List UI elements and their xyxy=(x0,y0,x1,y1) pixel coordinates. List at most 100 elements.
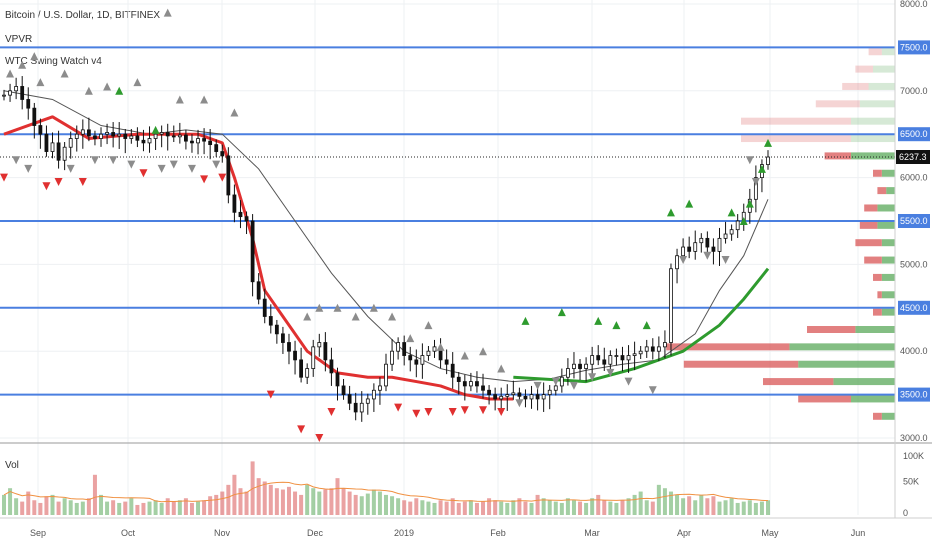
grey-down-marker xyxy=(624,377,633,386)
volume-tick-label: 100K xyxy=(903,451,924,461)
sell-signal-marker xyxy=(448,407,457,416)
volume-bar xyxy=(426,501,431,515)
volume-bar xyxy=(2,494,6,515)
price-tick-label: 6000.0 xyxy=(900,173,928,183)
symbol-legend[interactable]: Bitcoin / U.S. Dollar, 1D, BITFINEX xyxy=(5,10,161,21)
vpvr-down-bar xyxy=(873,412,882,420)
candle-body xyxy=(32,107,37,126)
candle-body xyxy=(481,385,485,391)
candle-body xyxy=(517,392,522,397)
volume-bar xyxy=(353,494,358,515)
volume-bar xyxy=(735,502,740,515)
volume-bar xyxy=(74,502,79,515)
grey-up-marker xyxy=(303,312,312,321)
time-tick-label: May xyxy=(761,528,779,538)
candle-body xyxy=(62,146,67,161)
vpvr-down-bar xyxy=(877,187,887,195)
vpvr-up-bar xyxy=(833,378,895,386)
vpvr-up-bar xyxy=(868,82,895,90)
candle-body xyxy=(390,350,394,365)
grey-down-marker xyxy=(212,160,221,169)
vpvr-up-bar xyxy=(789,343,895,351)
grey-down-marker xyxy=(745,156,754,165)
candle-body xyxy=(675,255,679,270)
candle-body xyxy=(262,298,267,317)
volume-bar xyxy=(529,502,534,515)
volume-bar xyxy=(147,501,152,515)
vpvr-down-bar xyxy=(666,343,790,351)
candle-body xyxy=(323,342,328,361)
volume-average-line xyxy=(3,481,769,503)
grey-up-marker xyxy=(479,347,488,356)
candle-body xyxy=(135,135,140,141)
candle-body xyxy=(347,394,352,404)
volume-bar xyxy=(747,500,752,515)
candle-body xyxy=(620,355,625,361)
candle-body xyxy=(499,395,504,400)
volume-bar xyxy=(14,498,19,515)
candle-body xyxy=(426,350,431,356)
candle-body xyxy=(105,132,109,135)
grey-down-marker xyxy=(90,156,99,165)
candle-body xyxy=(371,389,376,400)
candle-body xyxy=(38,125,43,135)
candle-body xyxy=(384,363,388,387)
level-price-label-bg xyxy=(898,300,930,315)
volume-bar xyxy=(608,501,613,515)
trend-line-red xyxy=(3,115,514,401)
candle-body xyxy=(723,233,728,239)
candle-body xyxy=(414,359,419,365)
candle-body xyxy=(8,90,12,96)
vpvr-down-bar xyxy=(864,256,882,264)
vpvr-down-bar xyxy=(763,378,834,386)
volume-bar xyxy=(662,488,667,515)
sell-signal-marker xyxy=(0,173,8,182)
grey-down-marker xyxy=(127,160,136,169)
volume-bar xyxy=(723,500,728,515)
candle-body xyxy=(56,142,61,161)
vpvr-up-bar xyxy=(851,135,895,143)
candle-body xyxy=(244,216,249,222)
candle-body xyxy=(281,333,285,343)
candle-body xyxy=(656,346,661,352)
candle-body xyxy=(396,342,401,352)
vpvr-up-bar xyxy=(877,221,895,229)
candle-body xyxy=(650,346,655,352)
current-price-label-bg xyxy=(896,150,930,165)
vpvr-down-bar xyxy=(798,395,851,403)
candle-body xyxy=(141,139,146,144)
candle-body xyxy=(468,381,473,387)
volume-bar xyxy=(656,484,661,515)
volume-bar xyxy=(214,494,219,515)
candle-body xyxy=(274,324,279,335)
volume-legend[interactable]: Vol xyxy=(5,460,19,471)
candle-body xyxy=(596,355,601,361)
volume-bar xyxy=(86,498,91,515)
vpvr-legend[interactable]: VPVR xyxy=(5,34,33,45)
candle-body xyxy=(214,144,219,152)
candle-body xyxy=(93,135,97,139)
volume-bar xyxy=(365,493,370,515)
volume-bar xyxy=(578,501,583,515)
candle-body xyxy=(541,394,546,400)
vpvr-down-bar xyxy=(815,100,860,108)
grey-up-marker xyxy=(36,78,45,87)
volume-bar xyxy=(377,491,382,515)
vpvr-up-bar xyxy=(798,360,895,368)
volume-bar xyxy=(638,491,643,515)
sell-signal-marker xyxy=(315,434,324,442)
wtc-swing-legend[interactable]: WTC Swing Watch v4 xyxy=(5,56,102,67)
volume-bar xyxy=(614,502,619,515)
candle-body xyxy=(566,368,570,378)
candle-body xyxy=(153,133,158,139)
level-price-label-bg xyxy=(898,40,930,55)
candle-body xyxy=(462,381,467,387)
candle-body xyxy=(699,237,704,244)
volume-bar xyxy=(183,498,188,515)
vpvr-up-bar xyxy=(851,152,895,160)
candle-body xyxy=(626,355,631,361)
vpvr-up-bar xyxy=(881,169,895,177)
vpvr-down-bar xyxy=(855,239,882,247)
time-tick-label: Mar xyxy=(584,528,600,538)
